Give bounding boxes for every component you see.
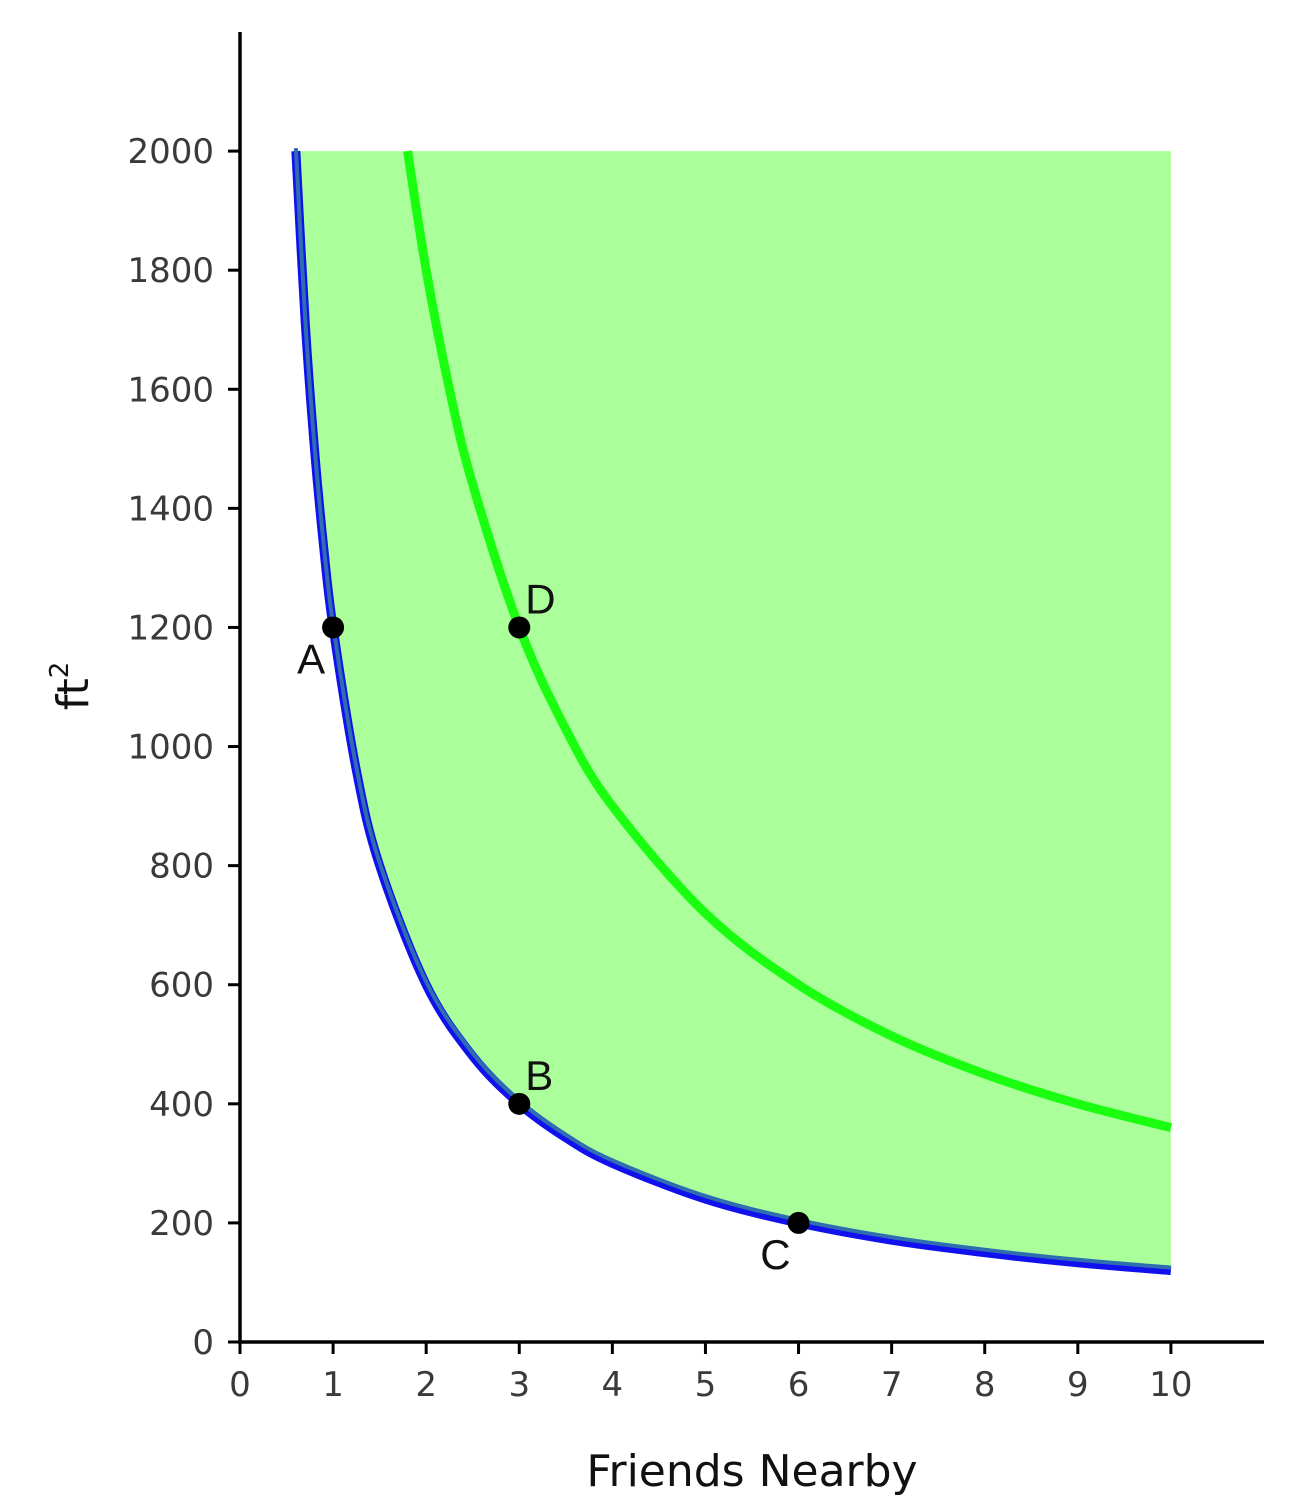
series-layer: [291, 147, 1173, 1276]
y-tick-label: 1800: [127, 251, 214, 291]
y-tick-label: 1000: [127, 728, 214, 768]
y-tick-label: 1400: [127, 489, 214, 529]
x-tick-label: 6: [788, 1365, 810, 1405]
y-tick-label: 1200: [127, 608, 214, 648]
x-tick-label: 5: [695, 1365, 717, 1405]
point-c: [787, 1211, 810, 1234]
point-d-label: D: [525, 575, 555, 622]
points-layer: A D B C: [297, 575, 810, 1278]
x-tick-label: 9: [1067, 1365, 1089, 1405]
shaded-region-layer: [295, 151, 1171, 1271]
y-axis-title: ft2: [45, 662, 99, 711]
point-b: [508, 1092, 531, 1115]
point-d: [508, 616, 531, 639]
y-tick-label: 200: [149, 1204, 214, 1244]
y-tick-label: 600: [149, 966, 214, 1006]
y-axis-title-text: ft: [48, 678, 99, 710]
series-2-line: [403, 150, 1173, 1132]
x-tick-label: 7: [881, 1365, 903, 1405]
point-a: [322, 616, 345, 639]
x-axis-title: Friends Nearby: [586, 1446, 917, 1497]
point-a-label: A: [297, 635, 325, 682]
x-tick-label: 2: [415, 1365, 437, 1405]
y-tick-label: 800: [149, 847, 214, 887]
y-tick-label: 2000: [127, 132, 214, 172]
x-tick-label: 10: [1149, 1365, 1192, 1405]
x-tick-label: 8: [974, 1365, 996, 1405]
axes: 0 200 400 600 800 1000 1200 1400 1600 1800 2000 0 1 2…: [127, 32, 1264, 1405]
y-tick-label: 1600: [127, 370, 214, 410]
series-1-inner-line: [293, 147, 1172, 1270]
y-axis-title-superscript: 2: [45, 662, 75, 679]
y-tick-label: 0: [192, 1323, 214, 1363]
point-b-label: B: [525, 1052, 553, 1099]
y-tick-label: 400: [149, 1085, 214, 1125]
point-c-label: C: [760, 1231, 790, 1278]
shaded-region: [295, 151, 1171, 1271]
x-tick-label: 1: [322, 1365, 344, 1405]
x-tick-label: 3: [508, 1365, 530, 1405]
x-tick-label: 0: [229, 1365, 251, 1405]
x-tick-label: 4: [602, 1365, 624, 1405]
